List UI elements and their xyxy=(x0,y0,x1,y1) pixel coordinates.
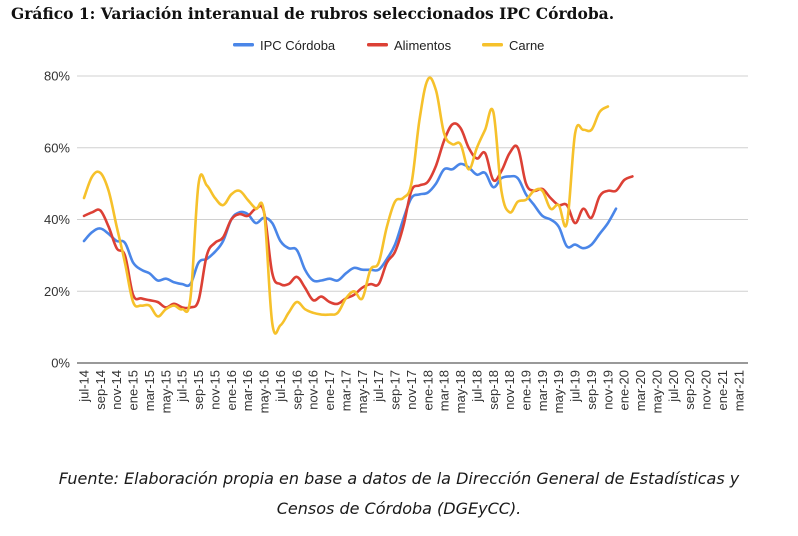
x-tick-label: may-18 xyxy=(453,370,468,413)
x-tick-label: ene-18 xyxy=(420,370,435,410)
legend-label: Carne xyxy=(509,38,544,53)
x-tick-label: may-16 xyxy=(257,370,272,413)
x-tick-label: ene-19 xyxy=(519,370,534,410)
x-tick-label: jul-15 xyxy=(175,370,190,403)
x-tick-label: ene-17 xyxy=(322,370,337,410)
legend-swatch xyxy=(367,43,388,47)
x-tick-label: jul-18 xyxy=(469,370,484,403)
x-tick-label: may-17 xyxy=(355,370,370,413)
x-tick-label: jul-20 xyxy=(666,370,681,403)
y-tick-label: 20% xyxy=(44,284,70,299)
x-tick-label: sep-19 xyxy=(584,370,599,410)
x-tick-label: mar-16 xyxy=(240,370,255,411)
x-tick-label: nov-20 xyxy=(699,370,714,410)
x-tick-label: nov-17 xyxy=(404,370,419,410)
y-tick-label: 80% xyxy=(44,69,70,84)
x-tick-label: sep-16 xyxy=(289,370,304,410)
series-line-carne xyxy=(82,76,610,335)
source-note-line2: Censos de Córdoba (DGEyCC). xyxy=(276,499,522,518)
x-tick-label: ene-21 xyxy=(715,370,730,410)
x-tick-label: sep-20 xyxy=(682,370,697,410)
x-tick-label: mar-20 xyxy=(633,370,648,411)
x-tick-label: jul-17 xyxy=(371,370,386,403)
chart-gridlines xyxy=(77,75,748,364)
x-tick-label: ene-15 xyxy=(126,370,141,410)
x-tick-label: nov-16 xyxy=(306,370,321,410)
x-tick-label: jul-16 xyxy=(273,370,288,403)
chart-title: Gráfico 1: Variación interanual de rubro… xyxy=(11,4,615,23)
y-axis: 0% 20% 40% 60% 80% xyxy=(44,69,70,371)
chart-legend: IPC Córdoba Alimentos Carne xyxy=(233,38,544,53)
x-tick-label: mar-21 xyxy=(731,370,746,411)
legend-label: IPC Córdoba xyxy=(260,38,336,53)
x-tick-label: may-19 xyxy=(551,370,566,413)
line-chart: IPC Córdoba Alimentos Carne 0% 20% 40% 60% 80%… xyxy=(44,38,748,413)
series-line-alimentos xyxy=(82,122,634,310)
y-tick-label: 60% xyxy=(44,140,70,155)
x-tick-label: may-15 xyxy=(158,370,173,413)
x-tick-label: jul-14 xyxy=(77,370,92,403)
x-tick-label: nov-18 xyxy=(502,370,517,410)
x-tick-label: sep-17 xyxy=(388,370,403,410)
x-tick-label: ene-20 xyxy=(617,370,632,410)
x-tick-label: mar-19 xyxy=(535,370,550,411)
x-tick-label: mar-18 xyxy=(437,370,452,411)
x-tick-label: sep-18 xyxy=(486,370,501,410)
x-tick-label: mar-17 xyxy=(338,370,353,411)
x-tick-label: mar-15 xyxy=(142,370,157,411)
x-tick-label: jul-19 xyxy=(568,370,583,403)
x-axis: jul-14 sep-14 nov-14 ene-15 mar-15 may-15 jul-… xyxy=(77,370,747,413)
source-note-line1: Fuente: Elaboración propia en base a dat… xyxy=(58,469,740,488)
y-tick-label: 0% xyxy=(51,356,70,371)
legend-swatch xyxy=(233,43,254,47)
x-tick-label: ene-16 xyxy=(224,370,239,410)
x-tick-label: sep-15 xyxy=(191,370,206,410)
x-tick-label: nov-15 xyxy=(207,370,222,410)
x-tick-label: nov-14 xyxy=(109,370,124,410)
series-line-ipc-c-rdoba xyxy=(82,162,618,288)
x-tick-label: sep-14 xyxy=(93,370,108,410)
legend-swatch xyxy=(482,43,503,47)
x-tick-label: nov-19 xyxy=(600,370,615,410)
y-tick-label: 40% xyxy=(44,212,70,227)
legend-label: Alimentos xyxy=(394,38,452,53)
chart-series xyxy=(82,76,634,335)
x-tick-label: may-20 xyxy=(649,370,664,413)
